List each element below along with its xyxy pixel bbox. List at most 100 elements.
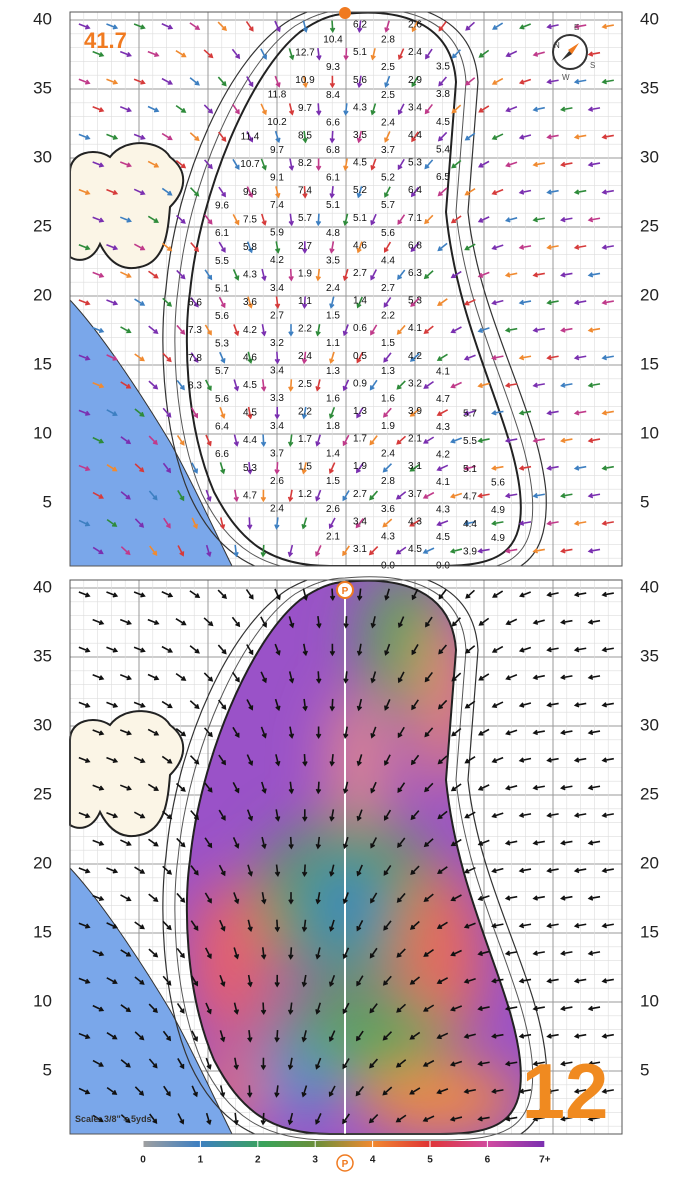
slope-arrow: [148, 948, 159, 958]
slope-arrow: [274, 517, 280, 530]
slope-readings: 6.6 7.3 7.8 8.3 9.6 6.1 5.5 5.1 5.6 5.3 5.7 5.6 6.4 6…: [188, 20, 505, 572]
slope-arrow: [134, 463, 145, 473]
slope-arrow: [204, 782, 213, 793]
y-axis-label: 5: [640, 492, 649, 511]
slope-arrow: [587, 161, 601, 168]
slope-arrow: [260, 1057, 267, 1071]
slope-arrow: [532, 51, 545, 57]
slope-arrow: [601, 244, 614, 250]
slope-arrow: [329, 186, 335, 199]
slope-reading: 1.8: [326, 421, 340, 432]
slope-arrow: [560, 492, 573, 499]
slope-arrow: [301, 1030, 307, 1043]
slope-reading: 4.2: [436, 449, 450, 460]
y-axis-label: 30: [33, 147, 52, 166]
slope-arrow: [133, 243, 146, 251]
slope-arrow: [233, 1002, 240, 1015]
slope-arrow: [288, 268, 294, 282]
slope-reading: 1.1: [326, 338, 340, 349]
slope-arrow: [478, 673, 490, 681]
compass-needle: [561, 50, 572, 61]
slope-arrow: [78, 133, 91, 140]
slope-arrow: [161, 645, 174, 653]
slope-arrow: [410, 810, 420, 821]
slope-reading: 4.5: [408, 544, 422, 555]
slope-arrow: [246, 1085, 253, 1098]
slope-arrow: [218, 754, 226, 766]
slope-arrow: [134, 353, 145, 362]
slope-arrow: [449, 492, 463, 499]
slope-arrow: [133, 591, 146, 598]
slope-arrow: [203, 672, 214, 682]
slope-arrow: [491, 978, 504, 984]
slope-arrow: [423, 838, 434, 848]
slope-reading: 2.9: [408, 75, 422, 86]
slope-arrow: [246, 241, 254, 254]
slope-arrow: [396, 892, 406, 903]
slope-arrow: [120, 1004, 132, 1013]
slope-arrow: [382, 463, 393, 473]
slope-arrow: [424, 159, 434, 170]
slope-reading: 2.7: [381, 283, 395, 294]
slope-arrow: [450, 270, 462, 279]
slope-arrow: [315, 781, 322, 795]
slope-arrow: [189, 645, 200, 654]
slope-arrow: [147, 783, 160, 791]
slope-arrow: [78, 701, 91, 708]
slope-arrow: [532, 548, 545, 554]
slope-arrow: [328, 1030, 336, 1043]
slope-arrow: [436, 353, 448, 361]
slope-reading: 6.6: [215, 449, 229, 460]
slope-reading: 3.5: [436, 62, 450, 73]
slope-arrow: [92, 436, 105, 444]
slope-arrow: [231, 616, 241, 628]
slope-arrow: [356, 241, 363, 254]
y-axis-label: 35: [33, 78, 52, 97]
slope-arrow: [478, 617, 490, 626]
slope-arrow: [218, 186, 226, 198]
slope-reading: 3.4: [353, 516, 367, 527]
slope-arrow: [274, 20, 281, 33]
slope-arrow: [92, 729, 105, 736]
slope-arrow: [491, 188, 504, 196]
slope-arrow: [233, 544, 239, 558]
slope-arrow: [315, 379, 321, 392]
slope-arrow: [384, 588, 390, 601]
slope-arrow: [411, 699, 419, 711]
slope-reading: 9.6: [215, 201, 229, 212]
slope-arrow: [246, 699, 254, 711]
slope-reading: 3.9: [463, 547, 477, 558]
slope-arrow: [204, 379, 212, 392]
slope-arrow: [203, 727, 213, 738]
slope-arrow: [477, 1060, 490, 1067]
slope-reading: 4.7: [463, 491, 477, 502]
slope-reading: 5.8: [243, 242, 257, 253]
slope-arrow: [274, 864, 281, 878]
slope-arrow: [233, 892, 240, 905]
slope-arrow: [573, 465, 587, 471]
legend-bar: [143, 1141, 545, 1147]
hole-number: 12: [522, 1047, 609, 1135]
slope-arrow: [106, 756, 119, 764]
slope-arrow: [356, 864, 363, 877]
slope-arrow: [78, 1087, 91, 1095]
slope-arrow: [356, 407, 364, 419]
slope-arrow: [274, 974, 280, 988]
slope-reading: 5.3: [243, 463, 257, 474]
slope-arrow: [601, 702, 614, 708]
slope-arrow: [203, 159, 213, 170]
slope-arrow: [92, 326, 105, 334]
slope-arrow: [120, 271, 132, 278]
slope-arrow: [382, 518, 393, 528]
slope-arrow: [396, 1003, 407, 1013]
slope-arrow: [287, 434, 294, 447]
slope-reading: 3.4: [408, 102, 422, 113]
slope-arrow: [247, 919, 253, 933]
y-axis-label: 30: [640, 715, 659, 734]
slope-arrow: [410, 754, 420, 766]
slope-arrow: [247, 351, 253, 365]
slope-arrow: [422, 436, 435, 444]
slope-arrow: [245, 589, 254, 600]
slope-arrow: [147, 105, 160, 113]
slope-reading: 6.6: [188, 298, 202, 309]
